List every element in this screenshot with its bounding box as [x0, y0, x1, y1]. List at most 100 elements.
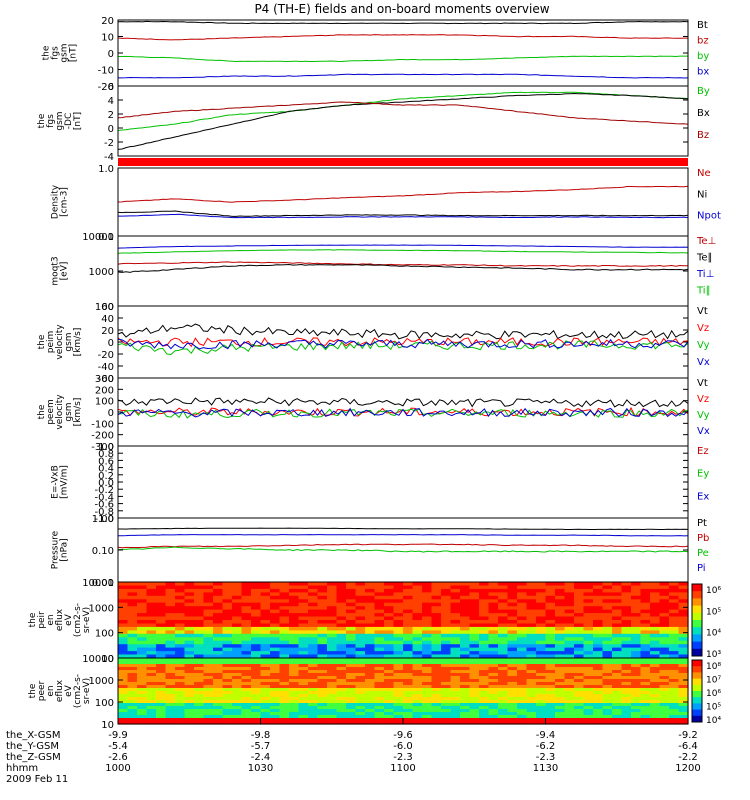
y-tick-label: 1000 [89, 676, 114, 687]
spectrogram-cell [621, 654, 632, 659]
spectrogram-cell [374, 688, 385, 692]
spectrogram-cell [289, 651, 300, 656]
spectrogram-cell [564, 588, 575, 593]
spectrogram-cell [612, 676, 623, 680]
spectrogram-cell [403, 623, 414, 628]
spectrogram-cell [659, 602, 670, 607]
spectrogram-cell [555, 694, 566, 698]
spectrogram-cell [137, 606, 148, 611]
spectrogram-cell [631, 703, 642, 707]
spectrogram-cell [384, 606, 395, 611]
spectrogram-cell [346, 613, 357, 618]
spectrogram-cell [669, 620, 680, 625]
spectrogram-cell [517, 630, 528, 635]
spectrogram-cell [393, 673, 404, 677]
spectrogram-cell [203, 691, 214, 695]
spectrogram-cell [213, 630, 224, 635]
spectrogram-cell [431, 697, 442, 701]
spectrogram-cell [545, 613, 556, 618]
spectrogram-cell [137, 626, 148, 631]
spectrogram-cell [422, 588, 433, 593]
spectrogram-cell [336, 697, 347, 701]
spectrogram-cell [365, 630, 376, 635]
spectrogram-cell [403, 685, 414, 689]
spectrogram-cell [650, 626, 661, 631]
spectrogram-cell [422, 700, 433, 704]
spectrogram-cell [602, 647, 613, 652]
spectrogram-cell [450, 673, 461, 677]
spectrogram-cell [488, 667, 499, 671]
spectrogram-cell [450, 706, 461, 710]
spectrogram-cell [308, 609, 319, 614]
panel-frame [117, 445, 689, 519]
spectrogram-cell [507, 654, 518, 659]
spectrogram-cell [146, 620, 157, 625]
spectrogram-cell [441, 595, 452, 600]
spectrogram-cell [346, 715, 357, 719]
spectrogram-cell [374, 682, 385, 686]
spectrogram-cell [222, 626, 233, 631]
spectrogram-cell [270, 588, 281, 593]
spectrogram-cell [564, 623, 575, 628]
spectrogram-cell [431, 623, 442, 628]
spectrogram-cell [659, 694, 670, 698]
spectrogram-cell [583, 697, 594, 701]
spectrogram-cell [640, 582, 651, 587]
spectrogram-cell [431, 709, 442, 713]
spectrogram-cell [564, 582, 575, 587]
spectrogram-cell [612, 606, 623, 611]
spectrogram-cell [336, 715, 347, 719]
spectrogram-cell [640, 630, 651, 635]
spectrogram-cell [564, 688, 575, 692]
spectrogram-cell [631, 637, 642, 642]
spectrogram-cell [403, 715, 414, 719]
spectrogram-cell [631, 651, 642, 656]
spectrogram-cell [669, 721, 680, 725]
spectrogram-cell [308, 620, 319, 625]
spectrogram-cell [460, 609, 471, 614]
spectrogram-cell [631, 667, 642, 671]
spectrogram-cell [222, 651, 233, 656]
spectrogram-cell [498, 626, 509, 631]
spectrogram-cell [384, 588, 395, 593]
spectrogram-cell [184, 682, 195, 686]
spectrogram-cell [507, 703, 518, 707]
spectrogram-cell [574, 616, 585, 621]
colorbar-cell [692, 630, 702, 635]
spectrogram-cell [441, 709, 452, 713]
series-line-Te∥ [117, 263, 689, 273]
spectrogram-cell [365, 721, 376, 725]
spectrogram-cell [517, 637, 528, 642]
spectrogram-cell [479, 609, 490, 614]
spectrogram-cell [564, 712, 575, 716]
spectrogram-cell [213, 661, 224, 665]
spectrogram-cell [213, 721, 224, 725]
spectrogram-cell [213, 658, 224, 662]
spectrogram-cell [327, 582, 338, 587]
spectrogram-cell [640, 697, 651, 701]
spectrogram-cell [118, 613, 129, 618]
spectrogram-cell [213, 706, 224, 710]
spectrogram-cell [536, 613, 547, 618]
spectrogram-cell [270, 651, 281, 656]
spectrogram-cell [593, 712, 604, 716]
spectrogram-cell [669, 633, 680, 638]
spectrogram-cell [678, 595, 689, 600]
spectrogram-cell [621, 712, 632, 716]
spectrogram-cell [213, 676, 224, 680]
spectrogram-cell [536, 606, 547, 611]
spectrogram-cell [165, 647, 176, 652]
spectrogram-cell [612, 582, 623, 587]
spectrogram-cell [545, 706, 556, 710]
spectrogram-cell [203, 700, 214, 704]
spectrogram-cell [479, 606, 490, 611]
spectrogram-cell [298, 721, 309, 725]
spectrogram-cell [213, 700, 224, 704]
spectrogram-cell [545, 647, 556, 652]
spectrogram-cell [479, 703, 490, 707]
spectrogram-cell [213, 670, 224, 674]
spectrogram-cell [583, 623, 594, 628]
spectrogram-cell [498, 700, 509, 704]
spectrogram-cell [365, 582, 376, 587]
